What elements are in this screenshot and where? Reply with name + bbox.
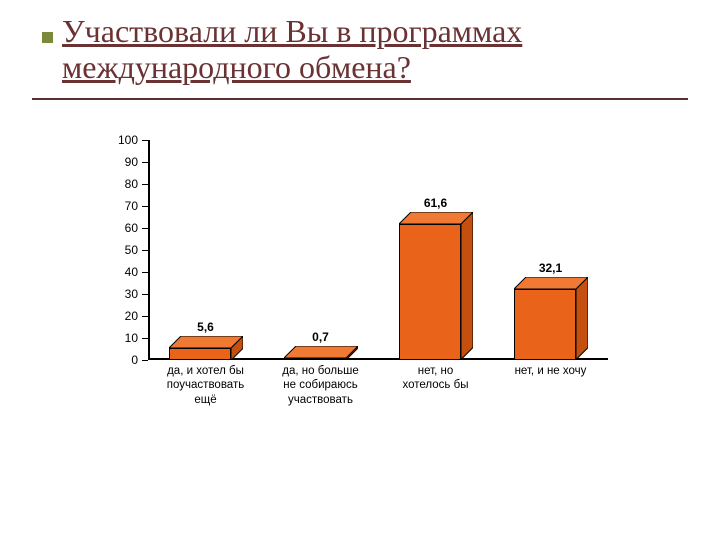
- title-text: Участвовали ли Вы в программах междунаро…: [62, 13, 522, 85]
- plot-area: 5,60,761,632,1 0102030405060708090100: [148, 140, 608, 360]
- bar-slot: 61,6: [378, 140, 493, 360]
- x-label: да, но больше не собираюсь участвовать: [263, 364, 378, 407]
- bar-front: [514, 289, 576, 360]
- title-rule: [32, 98, 688, 100]
- y-tick: [142, 228, 148, 229]
- y-tick-label: 10: [98, 332, 138, 344]
- y-tick: [142, 162, 148, 163]
- bar: 32,1: [514, 277, 588, 360]
- title-bullet: [42, 30, 53, 41]
- bar-chart: 5,60,761,632,1 0102030405060708090100 да…: [100, 140, 620, 440]
- bar: 5,6: [169, 336, 243, 360]
- bar: 61,6: [399, 212, 473, 360]
- y-tick: [142, 316, 148, 317]
- slide: Участвовали ли Вы в программах междунаро…: [0, 0, 720, 540]
- y-tick-label: 70: [98, 200, 138, 212]
- title: Участвовали ли Вы в программах междунаро…: [62, 14, 662, 86]
- y-tick-label: 90: [98, 156, 138, 168]
- bar-slot: 5,6: [148, 140, 263, 360]
- y-tick: [142, 360, 148, 361]
- y-tick: [142, 294, 148, 295]
- y-tick-label: 50: [98, 244, 138, 256]
- y-tick: [142, 206, 148, 207]
- y-tick: [142, 338, 148, 339]
- bar-front: [399, 224, 461, 360]
- bar-value-label: 5,6: [197, 320, 214, 334]
- y-tick: [142, 184, 148, 185]
- y-tick: [142, 140, 148, 141]
- y-tick-label: 80: [98, 178, 138, 190]
- x-label: нет, но хотелось бы: [378, 364, 493, 407]
- y-tick: [142, 250, 148, 251]
- x-label: нет, и не хочу: [493, 364, 608, 407]
- bars-container: 5,6 0,7 61,6 32,1: [148, 140, 608, 360]
- bar-value-label: 32,1: [539, 261, 562, 275]
- x-labels: да, и хотел бы поучаствовать ещёда, но б…: [148, 364, 608, 407]
- bar-front: [284, 358, 346, 360]
- y-tick: [142, 272, 148, 273]
- y-tick-label: 60: [98, 222, 138, 234]
- bar-front: [169, 348, 231, 360]
- y-tick-label: 30: [98, 288, 138, 300]
- y-tick-label: 100: [98, 134, 138, 146]
- y-tick-label: 20: [98, 310, 138, 322]
- x-label: да, и хотел бы поучаствовать ещё: [148, 364, 263, 407]
- bar-slot: 32,1: [493, 140, 608, 360]
- bar-slot: 0,7: [263, 140, 378, 360]
- bar-value-label: 61,6: [424, 196, 447, 210]
- bar-value-label: 0,7: [312, 330, 329, 344]
- y-tick-label: 0: [98, 354, 138, 366]
- y-tick-label: 40: [98, 266, 138, 278]
- bar: 0,7: [284, 346, 358, 360]
